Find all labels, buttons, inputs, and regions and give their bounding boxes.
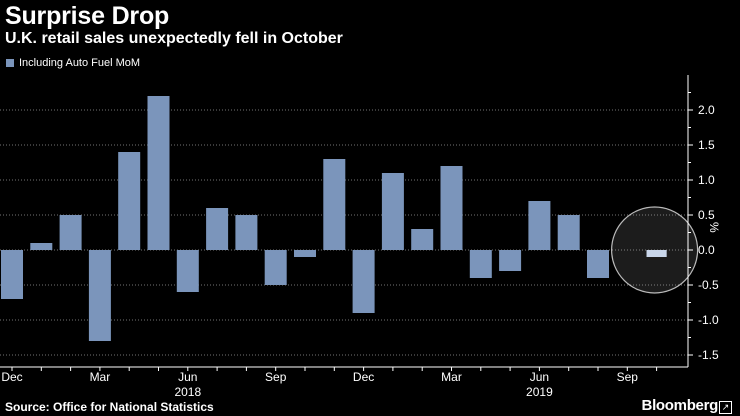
year-label: 2018 — [174, 385, 201, 399]
y-tick-label: -1.5 — [698, 348, 719, 362]
bar-5 — [147, 96, 170, 250]
x-tick-label: Mar — [90, 370, 111, 384]
y-tick-label: 0.5 — [698, 208, 715, 222]
year-label: 2019 — [526, 385, 553, 399]
legend-swatch — [6, 59, 14, 67]
bar-1 — [30, 243, 53, 250]
x-tick-label: Dec — [1, 370, 22, 384]
y-axis-label: % — [707, 222, 721, 233]
source-note: Source: Office for National Statistics — [5, 400, 214, 414]
bar-16 — [469, 250, 492, 278]
bar-13 — [381, 173, 404, 250]
x-tick-label: Jun — [530, 370, 549, 384]
chart-subtitle: U.K. retail sales unexpectedly fell in O… — [5, 30, 343, 47]
external-link-icon[interactable]: ↗ — [719, 401, 732, 414]
x-tick-label: Jun — [178, 370, 197, 384]
x-tick-label: Dec — [353, 370, 374, 384]
bar-19 — [557, 215, 580, 250]
bar-10 — [294, 250, 316, 257]
bar-17 — [499, 250, 522, 271]
bar-18 — [528, 201, 551, 250]
bar-7 — [206, 208, 229, 250]
bar-20 — [587, 250, 609, 278]
y-axis: -1.5 -1.0 -0.5 0.0 0.5 1.0 1.5 2.0% — [687, 75, 721, 367]
highlight-bar — [646, 250, 667, 257]
y-tick-label: -1.0 — [698, 313, 719, 327]
bar-0 — [1, 250, 23, 299]
bar-9 — [264, 250, 287, 285]
x-tick-label: Sep — [265, 370, 287, 384]
bar-11 — [323, 159, 346, 250]
y-tick-label: 2.0 — [698, 103, 715, 117]
chart-legend: Including Auto Fuel MoM — [6, 57, 140, 69]
bar-3 — [88, 250, 111, 341]
highlight-circle-group — [610, 206, 699, 294]
legend-label: Including Auto Fuel MoM — [19, 57, 141, 69]
bar-15 — [440, 166, 463, 250]
y-tick-label: 1.0 — [698, 173, 715, 187]
x-tick-label: Sep — [617, 370, 639, 384]
bar-4 — [118, 152, 141, 250]
x-tick-label: Mar — [441, 370, 462, 384]
bar-8 — [235, 215, 258, 250]
y-tick-label: 0.0 — [698, 243, 715, 257]
bars — [1, 96, 667, 341]
bar-14 — [411, 229, 434, 250]
bar-2 — [59, 215, 82, 250]
bar-6 — [176, 250, 199, 292]
y-tick-label: -0.5 — [698, 278, 719, 292]
y-tick-label: 1.5 — [698, 138, 715, 152]
brand-logo: Bloomberg — [641, 397, 719, 414]
x-axis: Dec Mar Jun Sep Dec Mar Jun Sep 2018 2019 — [0, 366, 688, 399]
chart-title: Surprise Drop — [5, 2, 170, 30]
bar-12 — [352, 250, 375, 313]
